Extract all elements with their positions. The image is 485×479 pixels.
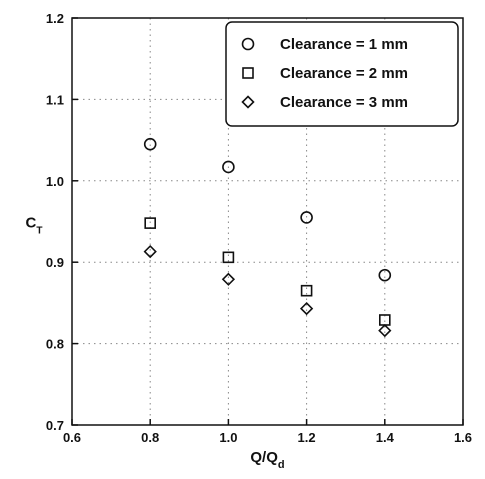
legend-item: Clearance = 3 mm [241,94,408,111]
legend-label: Clearance = 1 mm [280,36,408,53]
legend-marker-square [242,67,254,79]
x-tick-label: 1.0 [219,430,237,445]
x-axis-label-main: Q/Q [250,449,278,466]
y-tick-label: 1.0 [46,174,64,189]
point-square-series-2 [144,217,156,229]
legend-items: Clearance = 1 mm Clearance = 2 mm Clearanc… [241,36,408,111]
legend-item: Clearance = 1 mm [241,36,408,53]
y-tick-label: 0.7 [46,418,64,433]
y-axis-label-main: C [26,215,37,232]
point-circle-series-1 [143,137,157,151]
y-axis-label: CT [26,215,43,237]
point-diamond-series-3 [299,301,314,316]
plot-frame [71,17,464,426]
legend-box [225,21,459,127]
legend-marker-circle [241,37,255,51]
point-circle-series-1 [300,211,313,224]
legend-item: Clearance = 2 mm [242,65,408,82]
x-tick-label: 1.6 [454,430,472,445]
point-diamond-series-3 [378,323,392,338]
y-tick-label: 1.1 [46,92,64,107]
y-tick-label: 0.8 [46,337,64,352]
y-tick-label: 1.2 [46,11,64,26]
x-tick-label: 1.2 [298,430,316,445]
point-square-series-2 [222,251,235,264]
x-tick-label: 0.8 [141,430,159,445]
legend-label: Clearance = 3 mm [280,94,408,111]
legend-label: Clearance = 2 mm [280,65,408,82]
x-tick-label: 1.4 [376,430,395,445]
legend-marker-diamond [241,95,255,109]
legend: Clearance = 1 mm Clearance = 2 mm Clearanc… [225,21,459,127]
y-tick-label: 0.9 [46,255,64,270]
x-axis-label: Q/Qd [250,449,284,471]
axes: 0.6 0.8 1.0 1.2 1.4 1.6 0.7 0.8 0.9 1.0 1.1 1.2 [46,11,472,445]
x-tick-label: 0.6 [63,430,81,445]
y-axis-label-sub: T [36,225,42,236]
point-diamond-series-3 [221,272,236,286]
point-circle-series-1 [222,160,235,174]
point-circle-series-1 [378,268,392,282]
data-marks [143,137,392,338]
point-square-series-2 [300,284,313,297]
point-diamond-series-3 [143,244,157,259]
x-axis-label-sub: d [278,459,285,471]
